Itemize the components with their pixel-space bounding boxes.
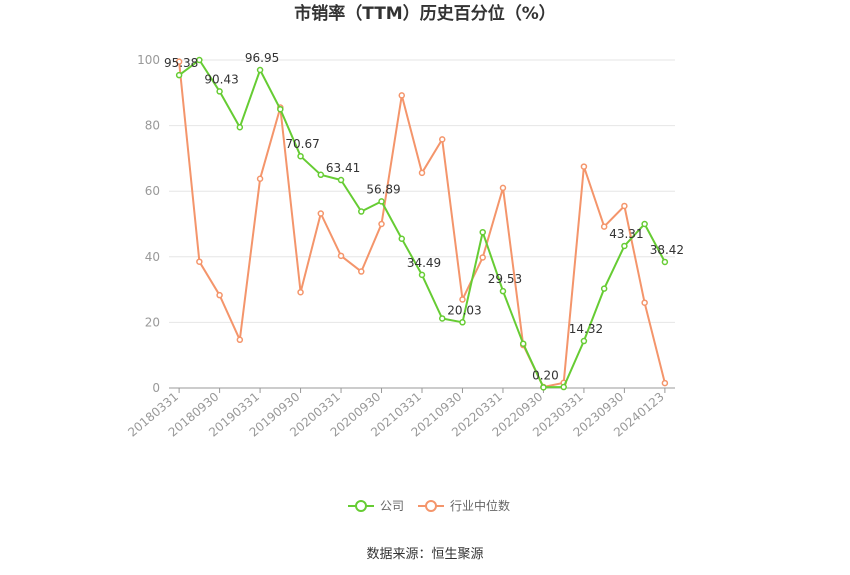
series-0-point [479, 228, 486, 236]
data-label: 95.38 [164, 56, 198, 70]
series-0-point [418, 271, 426, 279]
series-1-point [216, 291, 223, 299]
data-label: 96.95 [245, 51, 279, 65]
data-label: 20.03 [447, 303, 481, 317]
series-0-point [641, 220, 648, 228]
series-0-point [459, 319, 466, 326]
series-1-point [499, 184, 507, 192]
legend-label: 公司 [380, 499, 404, 513]
series-0-point [256, 66, 264, 74]
series-layer [175, 56, 669, 391]
series-1-point [236, 336, 244, 344]
y-tick-label: 60 [145, 184, 160, 198]
series-1-point [398, 92, 406, 99]
series-0-point [580, 337, 588, 345]
data-label: 63.41 [326, 161, 360, 175]
series-0-point [621, 242, 628, 250]
y-tick-label: 20 [145, 315, 160, 329]
series-0-point [499, 287, 507, 295]
series-1-point [580, 163, 588, 170]
series-0-point [600, 285, 608, 292]
series-1-point [337, 252, 345, 260]
series-0-point [277, 105, 284, 113]
series-0-point [297, 152, 304, 160]
data-label: 0.20 [532, 368, 559, 382]
x-axis: 2018033120180930201903312019093020200331… [125, 387, 675, 440]
series-0-point [560, 383, 567, 391]
data-label: 29.53 [488, 272, 522, 286]
series-0-point [378, 198, 385, 205]
y-tick-label: 100 [137, 53, 160, 67]
series-1-point [438, 136, 446, 143]
series-1-point [641, 299, 648, 306]
series-0-point [398, 235, 406, 243]
y-tick-label: 0 [152, 381, 160, 395]
data-labels: 95.38 90.43 96.95 70.67 63.41 56.89 34.49 20.03… [164, 51, 684, 382]
series-1-point [479, 254, 486, 261]
series-1-point [600, 223, 608, 230]
legend-swatch-marker [425, 500, 437, 512]
y-tick-label: 80 [145, 119, 160, 133]
series-0-point [236, 123, 244, 131]
legend-swatch-marker [355, 500, 367, 512]
series-1-point [459, 296, 466, 303]
y-tick-label: 40 [145, 250, 160, 264]
series-1-point [418, 169, 426, 177]
data-label: 43.31 [609, 227, 643, 241]
series-0-point [519, 340, 527, 347]
series-1-point [297, 288, 304, 296]
data-label: 56.89 [366, 182, 400, 196]
series-1-point [196, 258, 203, 265]
series-0-point [438, 315, 446, 322]
data-label: 90.43 [204, 72, 238, 86]
series-0-point [216, 88, 223, 95]
series-0-point [175, 71, 183, 79]
series-0-point [358, 208, 365, 215]
chart-title: 市销率（TTM）历史百分位（%） [294, 3, 556, 24]
data-label: 38.42 [650, 243, 684, 257]
series-1-point [378, 220, 385, 228]
data-label: 14.32 [569, 322, 603, 336]
series-1-point [317, 210, 325, 217]
data-label: 70.67 [285, 137, 319, 151]
series-0-point [540, 384, 547, 391]
grid-lines [169, 59, 675, 323]
data-label: 34.49 [407, 256, 441, 270]
series-line-0 [178, 59, 666, 389]
series-1-point [661, 379, 669, 387]
series-0-point [661, 258, 669, 266]
series-1-point [256, 175, 264, 182]
series-1-point [621, 202, 628, 210]
y-axis: 0 20 40 60 80 100 [137, 53, 160, 395]
source-note: 数据来源：恒生聚源 [366, 547, 483, 562]
legend-label: 行业中位数 [450, 498, 510, 513]
series-1-point [358, 268, 365, 275]
series-0-point [337, 176, 345, 184]
legend[interactable]: 公司 行业中位数 [348, 498, 510, 513]
series-1-point [175, 58, 183, 65]
series-line-1 [178, 61, 666, 388]
series-0-point [317, 171, 325, 179]
series-0-point [196, 56, 203, 64]
